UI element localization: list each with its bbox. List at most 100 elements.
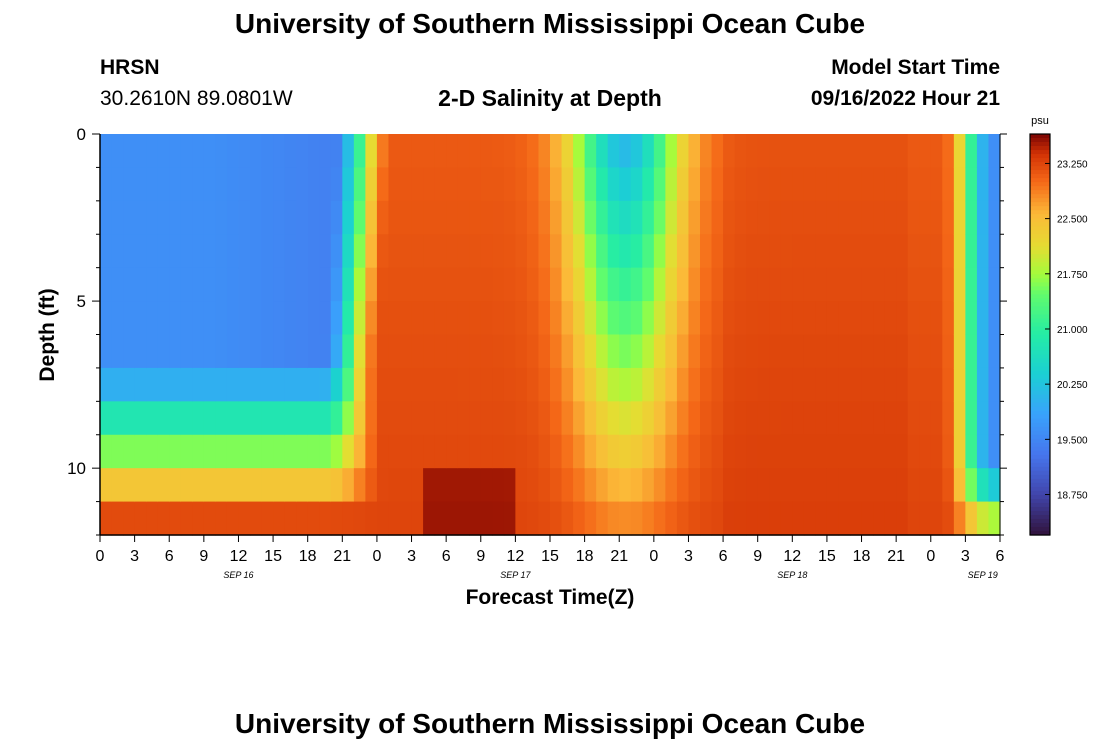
heatmap-cell — [723, 234, 736, 269]
page-title: University of Southern Mississippi Ocean… — [234, 8, 866, 39]
heatmap-cell — [469, 134, 482, 169]
heatmap-cell — [169, 434, 182, 469]
heatmap-cell — [134, 367, 147, 402]
heatmap-cell — [284, 367, 297, 402]
heatmap-cell — [446, 234, 459, 269]
heatmap-cell — [596, 301, 609, 336]
heatmap-cell — [215, 301, 228, 336]
heatmap-cell — [273, 468, 286, 503]
heatmap-cell — [400, 200, 413, 235]
colorbar-segment — [1030, 214, 1050, 219]
heatmap-cell — [826, 401, 840, 436]
heatmap-cell — [919, 434, 932, 469]
heatmap-cell — [250, 401, 263, 436]
heatmap-cell — [988, 301, 1001, 336]
heatmap-cell — [965, 301, 978, 336]
heatmap-cell — [965, 134, 978, 169]
heatmap-cell — [503, 501, 516, 536]
heatmap-cell — [365, 468, 378, 503]
station-name: HRSN — [100, 56, 160, 79]
heatmap-cell — [353, 167, 366, 202]
heatmap-cell — [630, 367, 643, 402]
heatmap-cell — [411, 200, 424, 235]
heatmap-cell — [376, 468, 390, 503]
heatmap-cell — [353, 234, 366, 269]
heatmap-cell — [861, 334, 874, 369]
heatmap-cell — [780, 301, 793, 336]
heatmap-cell — [319, 468, 332, 503]
heatmap-cell — [330, 434, 343, 469]
heatmap-cell — [226, 434, 240, 469]
heatmap-cell — [550, 334, 563, 369]
heatmap-cell — [965, 501, 978, 536]
heatmap-cell — [469, 267, 482, 302]
heatmap-cell — [573, 267, 586, 302]
heatmap-cell — [561, 367, 574, 402]
heatmap-cell — [688, 301, 701, 336]
colorbar-segment — [1030, 370, 1050, 376]
heatmap-cell — [100, 367, 113, 402]
colorbar-segment — [1030, 158, 1050, 163]
colorbar-segment — [1030, 298, 1050, 304]
x-tick-label: 6 — [165, 548, 174, 565]
heatmap-cell — [619, 134, 632, 169]
heatmap-cell — [723, 434, 736, 469]
heatmap-cell — [780, 167, 793, 202]
heatmap-cell — [538, 301, 551, 336]
heatmap-cell — [792, 200, 805, 235]
heatmap-cell — [273, 367, 286, 402]
heatmap-cell — [261, 200, 274, 235]
colorbar-tick-label: 22.500 — [1057, 215, 1088, 226]
heatmap-cell — [896, 167, 909, 202]
heatmap-cell — [330, 200, 343, 235]
heatmap-cell — [896, 468, 909, 503]
heatmap-cell — [146, 134, 159, 169]
heatmap-cell — [873, 167, 886, 202]
heatmap-cell — [838, 501, 851, 536]
heatmap-cell — [826, 134, 840, 169]
colorbar-segment — [1030, 210, 1050, 215]
colorbar-segment — [1030, 234, 1050, 239]
heatmap-cell — [111, 234, 124, 269]
heatmap-cell — [492, 267, 505, 302]
heatmap-cell — [826, 501, 840, 536]
heatmap-cell — [919, 200, 932, 235]
heatmap-cell — [538, 468, 551, 503]
heatmap-cell — [111, 167, 124, 202]
heatmap-cell — [769, 267, 782, 302]
heatmap-cell — [815, 401, 828, 436]
heatmap-cell — [388, 434, 401, 469]
heatmap-cell — [457, 334, 470, 369]
heatmap-cell — [861, 134, 874, 169]
heatmap-cell — [365, 401, 378, 436]
heatmap-cell — [907, 234, 920, 269]
heatmap-cell — [896, 267, 909, 302]
heatmap-cell — [896, 501, 909, 536]
heatmap-cell — [838, 301, 851, 336]
heatmap-cell — [919, 301, 932, 336]
heatmap-cell — [111, 134, 124, 169]
heatmap-cell — [850, 234, 863, 269]
heatmap-cell — [446, 167, 459, 202]
heatmap-cell — [238, 434, 251, 469]
heatmap-cell — [976, 401, 990, 436]
colorbar-segment — [1030, 258, 1050, 263]
heatmap-cell — [192, 401, 205, 436]
heatmap-cell — [411, 401, 424, 436]
model-start-time: 09/16/2022 Hour 21 — [810, 87, 1000, 110]
heatmap-cell — [642, 167, 655, 202]
colorbar-segment — [1030, 498, 1050, 504]
colorbar-segment — [1030, 166, 1050, 171]
heatmap-cell — [884, 267, 897, 302]
heatmap-cell — [630, 200, 643, 235]
heatmap-cell — [550, 367, 563, 402]
heatmap-cell — [192, 301, 205, 336]
heatmap-cell — [319, 200, 332, 235]
heatmap-cell — [642, 134, 655, 169]
heatmap-cell — [169, 501, 182, 536]
colorbar-segment — [1030, 382, 1050, 388]
heatmap-cell — [134, 234, 147, 269]
heatmap-cell — [134, 200, 147, 235]
heatmap-cell — [630, 234, 643, 269]
heatmap-cell — [550, 468, 563, 503]
